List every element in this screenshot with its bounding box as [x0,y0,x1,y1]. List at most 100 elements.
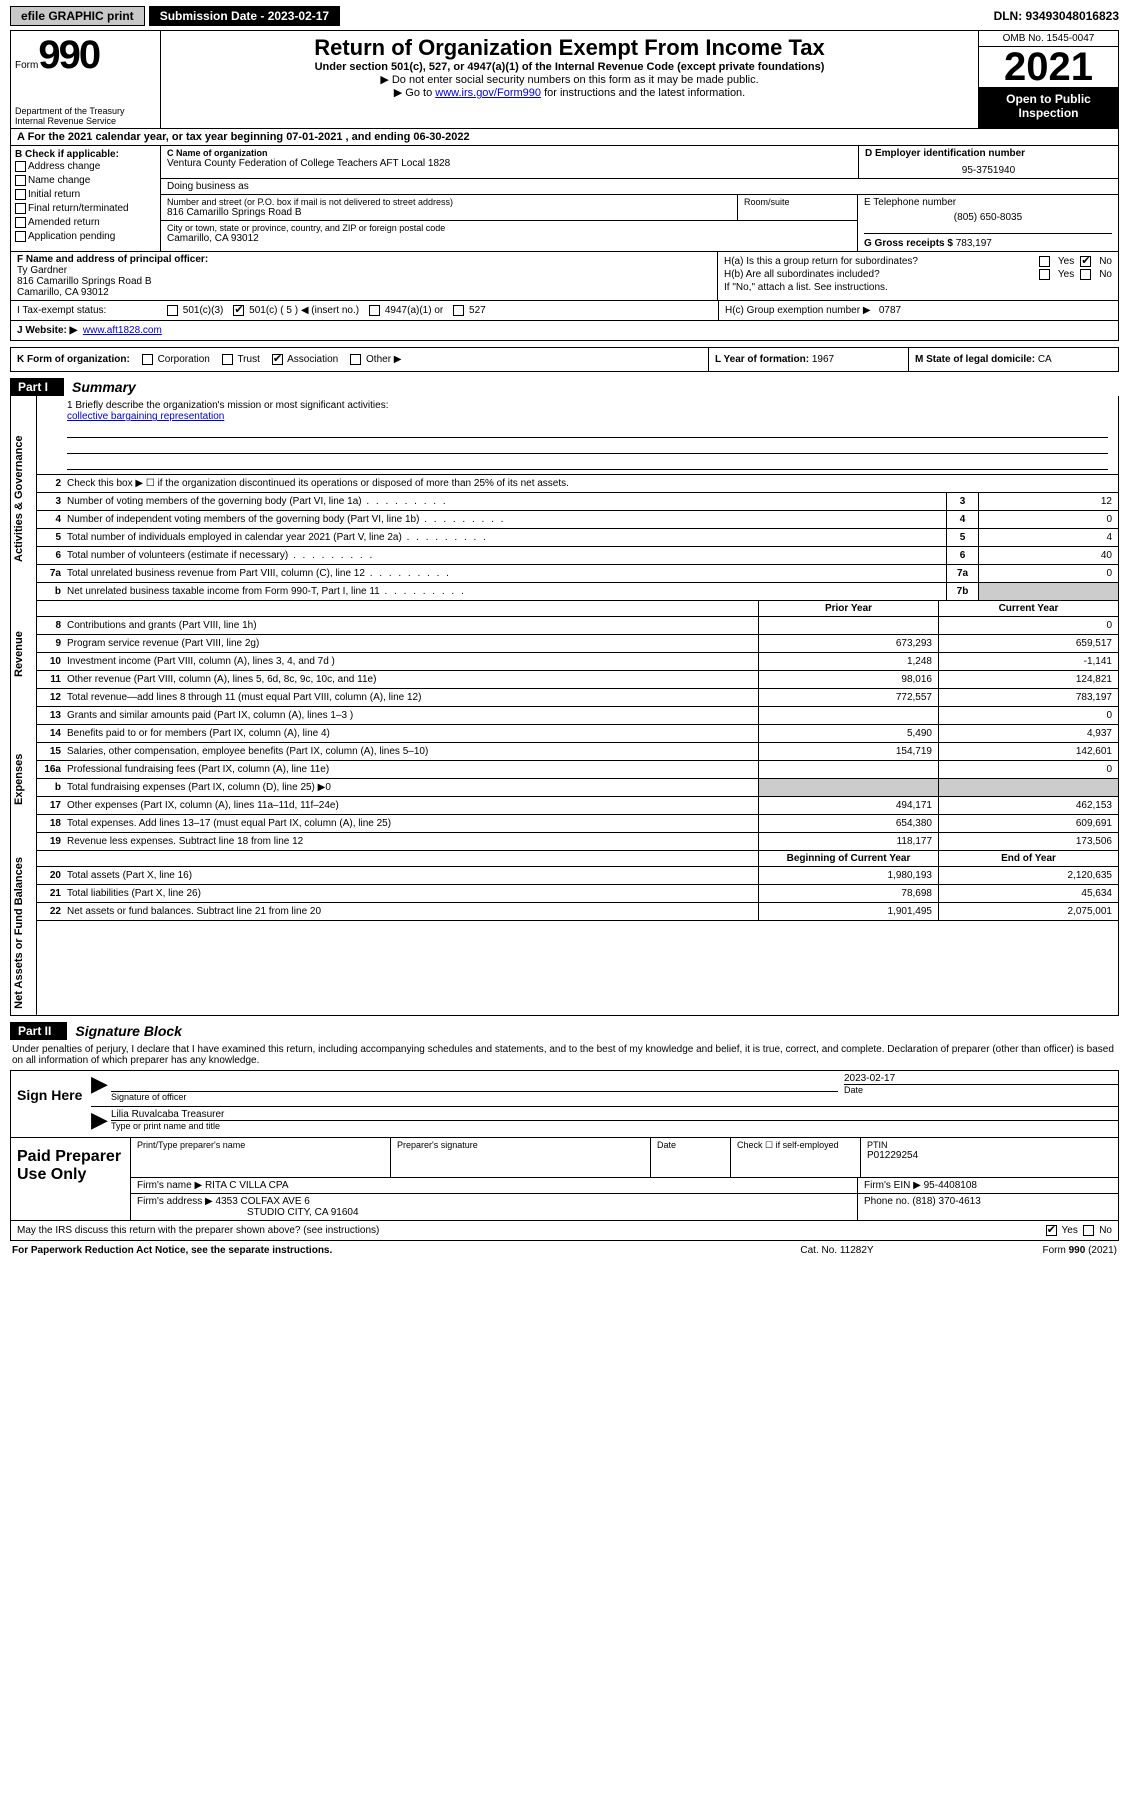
row-num: 17 [37,797,67,814]
chk-527[interactable] [453,305,464,316]
hb-yes: Yes [1058,269,1074,280]
submission-date-button[interactable]: Submission Date - 2023-02-17 [149,6,340,26]
hc-label: H(c) Group exemption number ▶ [725,305,871,316]
row-a-tax-year: A For the 2021 calendar year, or tax yea… [10,128,1119,145]
chk-initial-return[interactable]: Initial return [15,188,156,202]
chk-501c3[interactable] [167,305,178,316]
discuss-no: No [1099,1225,1112,1236]
summary-row: 21 Total liabilities (Part X, line 26) 7… [37,885,1118,903]
arrow-icon: ▶ [91,1073,111,1104]
row-text: Net assets or fund balances. Subtract li… [67,903,758,920]
tax-year: 2021 [979,47,1118,88]
part1-title: Summary [64,379,136,395]
officer-sig-label: Signature of officer [111,1091,838,1102]
chk-other[interactable] [350,354,361,365]
ha-no-chk[interactable] [1080,256,1091,267]
row-m: M State of legal domicile: CA [908,348,1118,371]
row-num: 7a [37,568,67,579]
row-nbox: 6 [946,547,978,564]
chk-address-change[interactable]: Address change [15,160,156,174]
ein-label: D Employer identification number [865,148,1112,159]
row-text: Investment income (Part VIII, column (A)… [67,653,758,670]
hb-no-chk[interactable] [1080,269,1091,280]
hb-yes-chk[interactable] [1039,269,1050,280]
summary-row: 6 Total number of volunteers (estimate i… [37,547,1118,565]
officer-addr1: 816 Camarillo Springs Road B [17,276,711,287]
chk-final-return[interactable]: Final return/terminated [15,202,156,216]
form-subtitle-1: Under section 501(c), 527, or 4947(a)(1)… [167,61,972,73]
prior-year-value: 654,380 [758,815,938,832]
chk-trust[interactable] [222,354,233,365]
paid-preparer-block: Paid Preparer Use Only Print/Type prepar… [10,1138,1119,1221]
prior-year-value [758,617,938,634]
row-nbox: 3 [946,493,978,510]
hb-label: H(b) Are all subordinates included? [724,269,1033,280]
summary-row: 14 Benefits paid to or for members (Part… [37,725,1118,743]
chk-application-pending[interactable]: Application pending [15,230,156,244]
ha-label: H(a) Is this a group return for subordin… [724,256,1033,267]
row-num: 14 [37,725,67,742]
gross-label: G Gross receipts $ [864,238,953,249]
open-to-public: Open to Public Inspection [979,88,1118,128]
sig-date-value: 2023-02-17 [844,1073,1118,1084]
sig-date-label: Date [844,1084,1118,1095]
row-num: 9 [37,635,67,652]
summary-row: 16a Professional fundraising fees (Part … [37,761,1118,779]
row-num: 8 [37,617,67,634]
row-num: 11 [37,671,67,688]
ptin-label: PTIN [867,1140,1112,1150]
ptin-value: P01229254 [867,1150,1112,1161]
prior-year-value: 118,177 [758,833,938,850]
row-num: 5 [37,532,67,543]
row-text: Other revenue (Part VIII, column (A), li… [67,671,758,688]
row-text: Net unrelated business taxable income fr… [67,586,946,597]
efile-button[interactable]: efile GRAPHIC print [10,6,145,26]
room-cell: Room/suite [737,195,857,220]
phone-value: (805) 650-8035 [864,212,1112,223]
discuss-yes: Yes [1062,1225,1078,1236]
row-num: 18 [37,815,67,832]
chk-amended-return[interactable]: Amended return [15,216,156,230]
mission-text[interactable]: collective bargaining representation [67,411,224,422]
discuss-yes-chk[interactable] [1046,1225,1057,1236]
row-num: 19 [37,833,67,850]
chk-501c[interactable] [233,305,244,316]
discuss-no-chk[interactable] [1083,1225,1094,1236]
irs-link[interactable]: www.irs.gov/Form990 [435,87,541,99]
prior-year-value: 1,980,193 [758,867,938,884]
type-label: Type or print name and title [111,1120,1118,1131]
tax-exempt-label: I Tax-exempt status: [17,305,157,316]
chk-name-change[interactable]: Name change [15,174,156,188]
prior-year-value: 154,719 [758,743,938,760]
row-text: Number of voting members of the governin… [67,496,946,507]
prior-year-value: 772,557 [758,689,938,706]
chk-assoc[interactable] [272,354,283,365]
current-year-value: 462,153 [938,797,1118,814]
website-link[interactable]: www.aft1828.com [83,325,162,336]
sub3-post: for instructions and the latest informat… [541,87,745,99]
mission-line [67,440,1108,454]
row-num: 4 [37,514,67,525]
rev-header: Prior Year Current Year [37,601,1118,617]
firm-name: RITA C VILLA CPA [205,1180,289,1191]
summary-row: 12 Total revenue—add lines 8 through 11 … [37,689,1118,707]
prior-year-value: 78,698 [758,885,938,902]
opt-corp: Corporation [158,354,210,365]
prior-year-value: 5,490 [758,725,938,742]
officer-signature-field[interactable]: Signature of officer [111,1073,838,1104]
irs-label: Internal Revenue Service [15,116,156,126]
hb-note: If "No," attach a list. See instructions… [724,282,1112,293]
chk-4947[interactable] [369,305,380,316]
net-header: Beginning of Current Year End of Year [37,851,1118,867]
street-value: 816 Camarillo Springs Road B [167,207,731,218]
firm-addr-label: Firm's address ▶ [137,1196,213,1207]
form-header: Form990 Department of the Treasury Inter… [10,30,1119,128]
summary-row: b Net unrelated business taxable income … [37,583,1118,601]
street-label: Number and street (or P.O. box if mail i… [167,197,731,207]
ha-yes-chk[interactable] [1039,256,1050,267]
current-year-value: 173,506 [938,833,1118,850]
opt-trust: Trust [237,354,259,365]
firm-ein-label: Firm's EIN ▶ [864,1180,921,1191]
chk-corp[interactable] [142,354,153,365]
row-text: Revenue less expenses. Subtract line 18 … [67,833,758,850]
